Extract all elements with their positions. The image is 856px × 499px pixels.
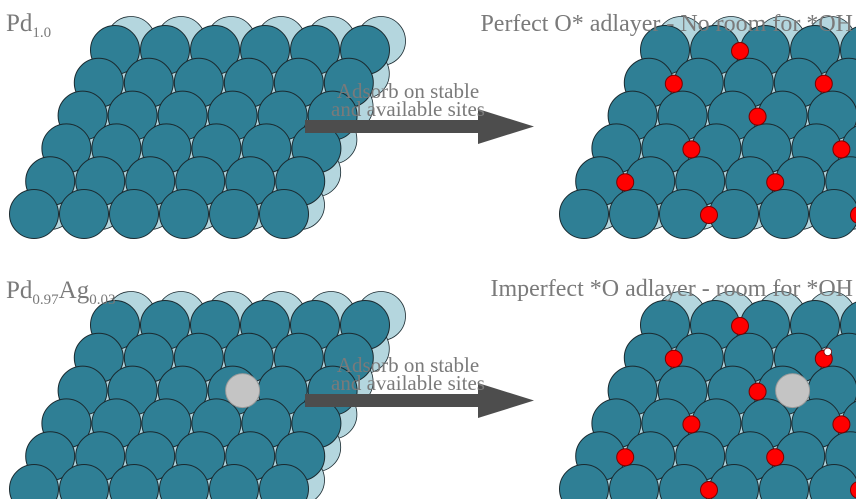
arrow-bottom-caption-line1: Adsorb on stable	[337, 353, 479, 377]
oxygen-atom	[766, 448, 785, 467]
oxygen-atom	[814, 74, 833, 93]
pd-atom	[59, 189, 109, 239]
pd-atom	[109, 464, 159, 499]
oxygen-atom	[700, 206, 718, 224]
oxygen-atom	[731, 317, 749, 335]
oxygen-atom	[832, 140, 851, 159]
oxygen-atom	[616, 448, 635, 467]
oxygen-atom	[832, 415, 851, 434]
arrow-bottom-caption-line2: and available sites	[331, 371, 485, 395]
oxygen-atom	[700, 481, 718, 499]
arrow-bottom	[305, 383, 534, 418]
pd-atom	[259, 189, 309, 239]
pdag-slab-alloy	[9, 291, 406, 499]
pd-atom	[609, 464, 659, 499]
oxygen-atom	[616, 173, 635, 192]
hydroxyl-hydrogen-atom	[823, 347, 832, 356]
pd-atom	[759, 189, 809, 239]
oxygen-atom	[850, 206, 856, 224]
oxygen-atom	[748, 107, 767, 126]
pd-atom	[9, 189, 59, 239]
ag-atom	[775, 373, 811, 409]
pd-atom	[159, 189, 209, 239]
oxygen-atom	[731, 42, 749, 60]
pd-slab-pure	[9, 16, 406, 239]
oxygen-atom	[682, 140, 701, 159]
pd-atom	[9, 464, 59, 499]
pd-atom	[609, 189, 659, 239]
pd-atom	[809, 189, 856, 239]
pd-atom	[59, 464, 109, 499]
pd-atom	[559, 464, 609, 499]
pd-slab-perfect-o-adlayer	[559, 16, 856, 239]
pd-atom	[159, 464, 209, 499]
pd-atom	[209, 464, 259, 499]
ag-atom	[225, 373, 261, 409]
title-perfect-adlayer: Perfect O* adlayer - No room for *OH	[480, 11, 853, 37]
pd-atom	[109, 189, 159, 239]
arrow-top-caption-line1: Adsorb on stable	[337, 79, 479, 103]
pdag-slab-imperfect-o-adlayer	[559, 291, 856, 499]
arrow-top-caption-line2: and available sites	[331, 97, 485, 121]
oxygen-atom	[850, 481, 856, 499]
oxygen-atom	[682, 415, 701, 434]
title-imperfect-adlayer: Imperfect *O adlayer - room for *OH	[490, 276, 853, 302]
pd-atom	[559, 189, 609, 239]
oxygen-atom	[664, 349, 683, 368]
oxygen-atom	[766, 173, 785, 192]
label-pd-pure: Pd1.0	[6, 10, 51, 41]
oxygen-atom	[748, 382, 767, 401]
pd-atom	[259, 464, 309, 499]
pd-atom	[759, 464, 809, 499]
label-pdag-alloy: Pd0.97Ag0.03	[6, 277, 115, 308]
pd-atom	[809, 464, 856, 499]
oxygen-atom	[664, 74, 683, 93]
arrow-top	[305, 109, 534, 144]
pd-atom	[209, 189, 259, 239]
